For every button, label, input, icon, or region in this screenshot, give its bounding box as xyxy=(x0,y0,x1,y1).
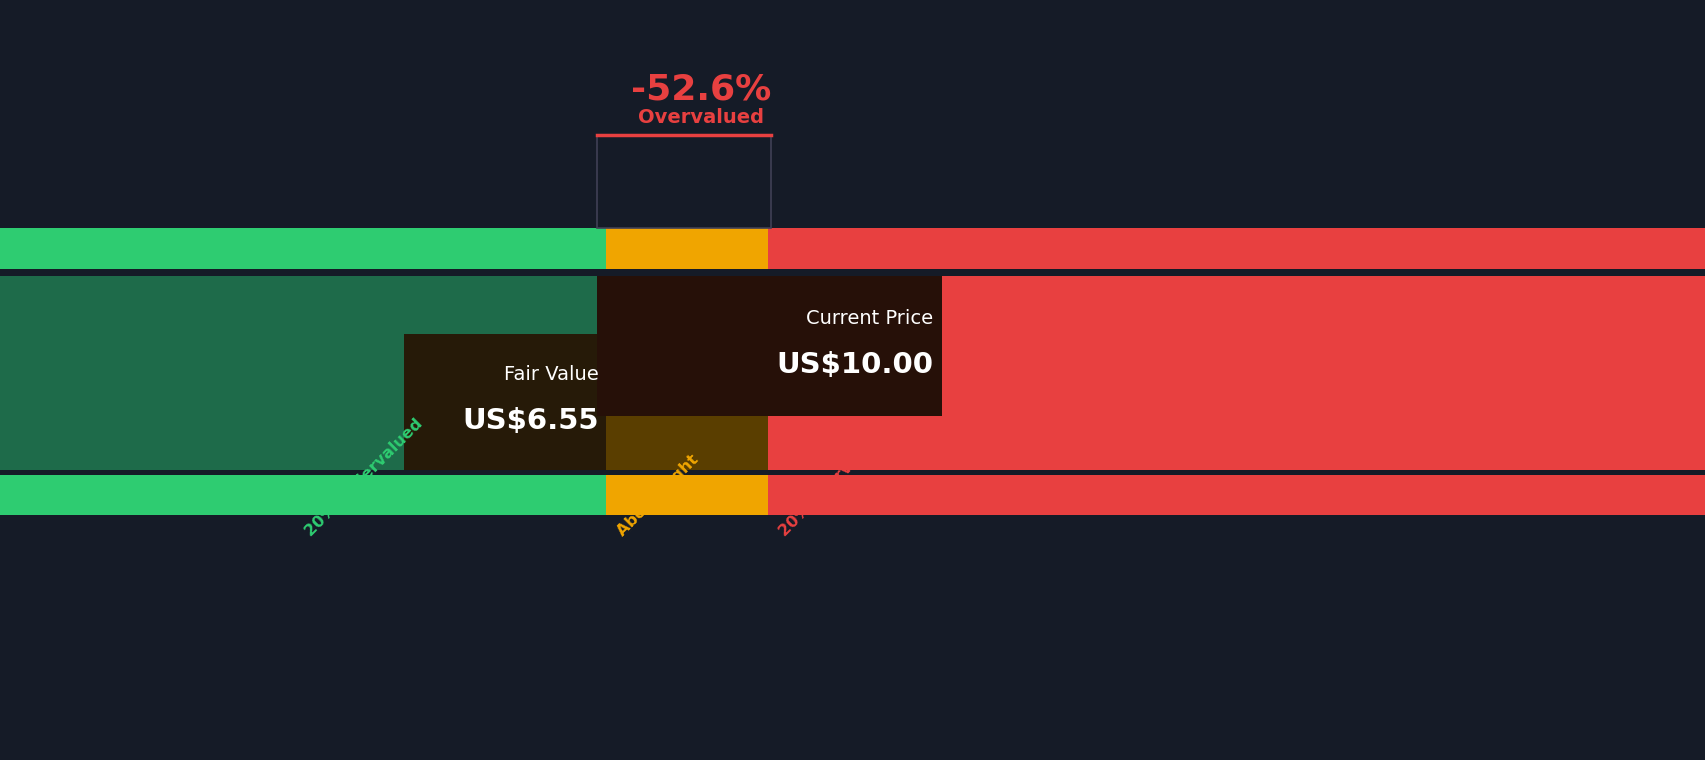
Bar xyxy=(404,334,605,470)
Text: 20% Overvalued: 20% Overvalued xyxy=(776,425,890,539)
Bar xyxy=(0,277,605,470)
Bar xyxy=(767,277,1705,470)
Text: About Right: About Right xyxy=(614,452,701,539)
Bar xyxy=(605,277,767,470)
Bar xyxy=(605,228,767,270)
Text: Current Price: Current Price xyxy=(805,309,933,328)
Text: US$6.55: US$6.55 xyxy=(462,407,598,435)
Bar xyxy=(0,475,605,515)
Text: Overvalued: Overvalued xyxy=(638,108,764,127)
Bar xyxy=(767,475,1705,515)
Bar xyxy=(0,228,605,270)
Bar xyxy=(597,277,941,416)
Bar xyxy=(597,135,771,228)
Text: -52.6%: -52.6% xyxy=(631,73,771,107)
Bar xyxy=(605,475,767,515)
Text: 20% Undervalued: 20% Undervalued xyxy=(303,416,426,539)
Text: Fair Value: Fair Value xyxy=(503,365,598,384)
Bar xyxy=(767,228,1705,270)
Text: US$10.00: US$10.00 xyxy=(776,351,933,379)
